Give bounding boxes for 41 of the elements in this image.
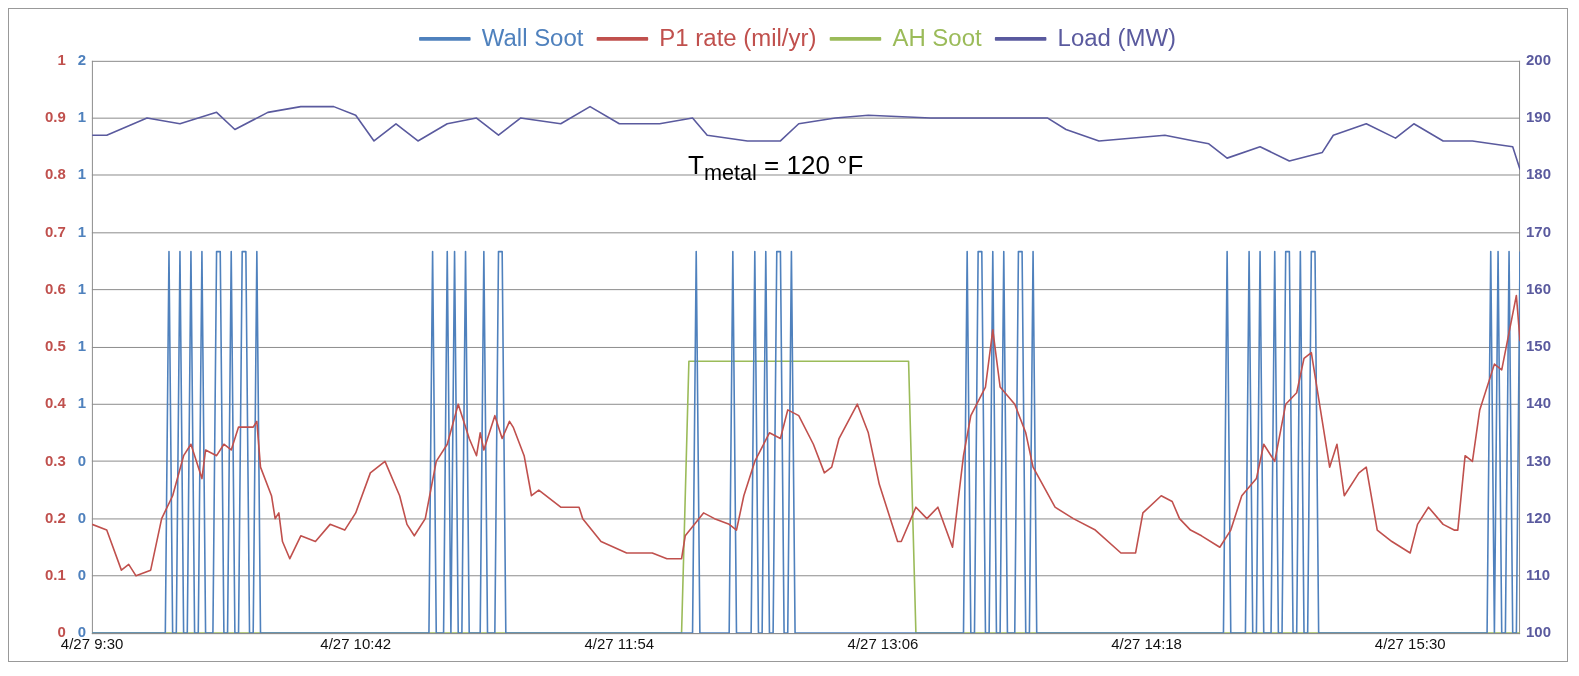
- x-tick-label: 4/27 11:54: [584, 635, 655, 653]
- y3-tick-label: 140: [1526, 394, 1551, 412]
- x-tick-label: 4/27 10:42: [320, 635, 392, 653]
- y2-tick-label: 1: [77, 394, 87, 412]
- y-tick-label: 0.3: [44, 451, 66, 469]
- legend-label: P1 rate (mil/yr): [659, 23, 817, 51]
- legend-label: AH Soot: [892, 23, 982, 51]
- y2-tick-label: 1: [77, 222, 87, 240]
- y3-tick-label: 190: [1526, 108, 1551, 126]
- y3-tick-label: 150: [1526, 337, 1551, 355]
- y3-tick-label: 200: [1526, 50, 1551, 68]
- y2-tick-label: 1: [77, 279, 87, 297]
- x-tick-label: 4/27 15:30: [1374, 635, 1446, 653]
- y-tick-label: 0.9: [44, 108, 66, 126]
- y3-tick-label: 180: [1526, 165, 1551, 183]
- y2-tick-label: 1: [77, 337, 87, 355]
- y3-tick-label: 100: [1526, 623, 1551, 641]
- legend-label: Wall Soot: [481, 23, 584, 51]
- y2-tick-label: 1: [77, 165, 87, 183]
- y-tick-label: 0.2: [44, 508, 66, 526]
- y3-tick-label: 160: [1526, 279, 1551, 297]
- legend-label: Load (MW): [1057, 23, 1177, 51]
- y3-tick-label: 120: [1526, 508, 1551, 526]
- y3-tick-label: 170: [1526, 222, 1551, 240]
- y-tick-label: 0.5: [44, 337, 66, 355]
- y2-tick-label: 2: [77, 50, 87, 68]
- y-tick-label: 0.1: [44, 566, 66, 583]
- y-tick-label: 0.4: [44, 394, 67, 412]
- y2-tick-label: 1: [77, 108, 87, 126]
- y2-tick-label: 0: [77, 451, 87, 469]
- y-tick-label: 1: [57, 50, 66, 68]
- annotation: T$_{metal}$ = 120 °F: [688, 150, 864, 187]
- y-tick-label: 0.8: [44, 165, 66, 183]
- y2-tick-label: 0: [77, 566, 87, 583]
- y2-tick-label: 0: [77, 508, 87, 526]
- y3-tick-label: 110: [1526, 566, 1551, 583]
- y-tick-label: 0.6: [44, 279, 66, 297]
- x-tick-label: 4/27 13:06: [847, 635, 919, 653]
- y3-tick-label: 130: [1526, 451, 1551, 469]
- y-tick-label: 0.7: [44, 222, 66, 240]
- x-tick-label: 4/27 14:18: [1111, 635, 1182, 653]
